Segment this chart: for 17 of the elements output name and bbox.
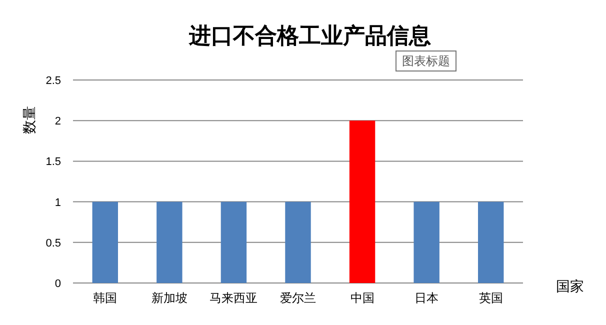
x-tick-label: 中国 — [350, 291, 374, 305]
x-tick-label: 日本 — [414, 291, 439, 305]
text: 图表标题 — [402, 54, 450, 68]
y-tick-label: 2.5 — [46, 75, 61, 87]
y-tick-label: 2 — [54, 116, 61, 128]
x-tick-label: 英国 — [478, 291, 503, 305]
x-tick-label: 韩国 — [93, 291, 118, 305]
y-tick-label: 1.5 — [46, 156, 61, 168]
x-tick-label: 马来西亚 — [210, 291, 258, 305]
y-tick-label: 1 — [54, 196, 61, 209]
x-axis-title: 国家 — [556, 278, 584, 294]
x-tick-label: 新加坡 — [151, 291, 188, 305]
chart-title: 进口不合格工业产品信息 — [188, 23, 431, 48]
y-tick-label: 0 — [54, 278, 61, 290]
y-axis-title: 数量 — [21, 106, 37, 134]
y-tick-label: 0.5 — [46, 237, 61, 250]
x-tick-label: 爱尔兰 — [280, 291, 316, 305]
